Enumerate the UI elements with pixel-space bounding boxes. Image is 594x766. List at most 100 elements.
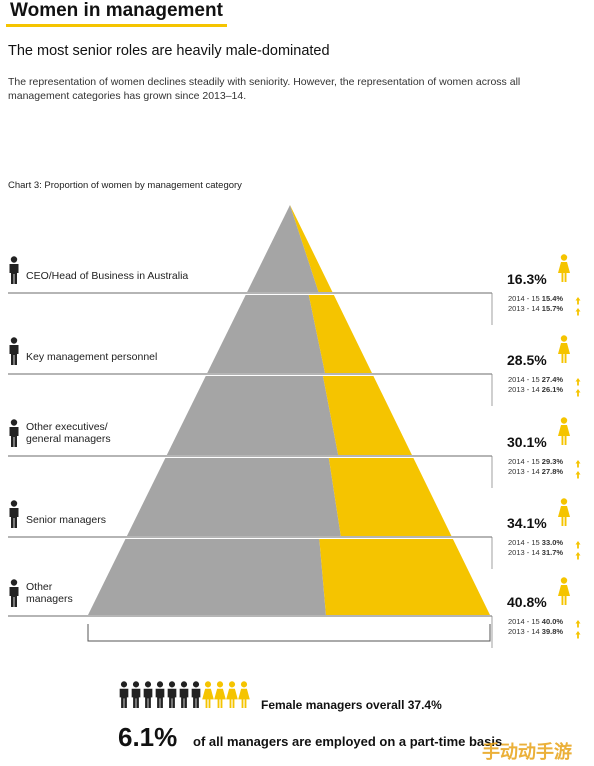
history-year: 2014 - 15 — [508, 375, 542, 384]
female-icon-3 — [558, 498, 570, 526]
female-person-icon — [226, 681, 238, 708]
male-band-3 — [126, 458, 341, 536]
up-arrow-icon — [575, 552, 581, 560]
history-year: 2013 - 14 — [508, 627, 542, 636]
overall-label: Female managers overall 37.4% — [261, 698, 442, 712]
title-block: Women in management — [6, 0, 227, 27]
female-percentage-0: 16.3% — [507, 271, 547, 287]
female-icon-0 — [558, 254, 570, 282]
history-value: 29.3% — [541, 457, 564, 466]
category-label-0: CEO/Head of Business in Australia — [26, 270, 188, 282]
watermark: 手动动手游 — [482, 742, 572, 762]
male-band-0 — [247, 205, 319, 292]
category-label-2: Other executives/general managers — [26, 421, 111, 445]
history-row: 2014 - 15 29.3% — [508, 457, 563, 467]
female-percentage-4: 40.8% — [507, 594, 547, 610]
history-values-0: 2014 - 15 15.4% 2013 - 14 15.7% — [508, 294, 563, 314]
male-icon-4 — [9, 579, 19, 607]
category-label-line: Other — [26, 581, 53, 593]
up-arrow-icon — [575, 620, 581, 628]
history-row: 2014 - 15 33.0% — [508, 538, 563, 548]
history-year: 2014 - 15 — [508, 617, 542, 626]
category-label-line: Other executives/ — [26, 421, 108, 433]
category-label-4: Other managers — [26, 581, 73, 605]
history-values-3: 2014 - 15 33.0% 2013 - 14 31.7% — [508, 538, 563, 558]
up-arrow-icon — [575, 297, 581, 305]
history-value: 15.4% — [541, 294, 564, 303]
female-band-3 — [328, 458, 452, 536]
history-row: 2014 - 15 27.4% — [508, 375, 563, 385]
female-person-icon — [238, 681, 250, 708]
male-band-2 — [166, 376, 339, 455]
female-person-icon — [202, 681, 214, 708]
male-icon-1 — [9, 337, 19, 365]
female-band-1 — [308, 295, 372, 373]
history-value: 33.0% — [541, 538, 564, 547]
history-values-2: 2014 - 15 29.3% 2013 - 14 27.8% — [508, 457, 563, 477]
page-subtitle: The most senior roles are heavily male-d… — [8, 43, 330, 59]
category-label-1: Key management personnel — [26, 351, 157, 363]
page-title: Women in management — [6, 0, 227, 27]
history-value: 26.1% — [541, 385, 564, 394]
history-year: 2014 - 15 — [508, 538, 542, 547]
history-values-4: 2014 - 15 40.0% 2013 - 14 39.8% — [508, 617, 563, 637]
history-value: 15.7% — [541, 304, 564, 313]
category-label-line: Senior managers — [26, 514, 106, 526]
history-row: 2013 - 14 15.7% — [508, 304, 563, 314]
female-band-4 — [319, 539, 490, 615]
history-row: 2013 - 14 31.7% — [508, 548, 563, 558]
history-value: 40.0% — [541, 617, 564, 626]
history-row: 2013 - 14 26.1% — [508, 385, 563, 395]
history-year: 2014 - 15 — [508, 294, 542, 303]
parttime-label: of all managers are employed on a part-t… — [193, 734, 503, 749]
female-icon-1 — [558, 335, 570, 363]
parttime-percentage: 6.1% — [118, 722, 178, 752]
up-arrow-icon — [575, 541, 581, 549]
up-arrow-icon — [575, 389, 581, 397]
male-person-icon — [155, 681, 165, 708]
history-row: 2013 - 14 27.8% — [508, 467, 563, 477]
female-band-0 — [290, 205, 333, 292]
male-band-1 — [207, 295, 326, 373]
history-row: 2014 - 15 15.4% — [508, 294, 563, 304]
history-value: 27.8% — [541, 467, 564, 476]
history-year: 2013 - 14 — [508, 385, 542, 394]
category-label-line: managers — [26, 593, 73, 605]
male-person-icon — [179, 681, 189, 708]
history-year: 2014 - 15 — [508, 457, 542, 466]
female-icon-4 — [558, 577, 570, 605]
male-band-4 — [88, 539, 326, 615]
female-band-2 — [322, 376, 412, 455]
up-arrow-icon — [575, 460, 581, 468]
history-year: 2013 - 14 — [508, 304, 542, 313]
male-icon-2 — [9, 419, 19, 447]
history-year: 2013 - 14 — [508, 467, 542, 476]
female-person-icon — [214, 681, 226, 708]
category-label-line: Key management personnel — [26, 351, 158, 363]
male-person-icon — [167, 681, 177, 708]
female-icon-2 — [558, 417, 570, 445]
history-year: 2013 - 14 — [508, 548, 542, 557]
base-bracket — [87, 624, 491, 642]
category-label-line: CEO/Head of Business in Australia — [26, 270, 189, 282]
overall-people-icons — [118, 680, 254, 710]
chart-title: Chart 3: Proportion of women by manageme… — [8, 180, 242, 191]
history-value: 31.7% — [541, 548, 564, 557]
male-icon-0 — [9, 256, 19, 284]
history-value: 27.4% — [541, 375, 564, 384]
history-values-1: 2014 - 15 27.4% 2013 - 14 26.1% — [508, 375, 563, 395]
up-arrow-icon — [575, 308, 581, 316]
up-arrow-icon — [575, 378, 581, 386]
up-arrow-icon — [575, 631, 581, 639]
female-percentage-2: 30.1% — [507, 434, 547, 450]
male-person-icon — [119, 681, 129, 708]
male-person-icon — [143, 681, 153, 708]
female-percentage-1: 28.5% — [507, 352, 547, 368]
male-person-icon — [131, 681, 141, 708]
history-row: 2014 - 15 40.0% — [508, 617, 563, 627]
history-value: 39.8% — [541, 627, 564, 636]
up-arrow-icon — [575, 471, 581, 479]
people-row — [119, 681, 250, 708]
male-icon-3 — [9, 500, 19, 528]
